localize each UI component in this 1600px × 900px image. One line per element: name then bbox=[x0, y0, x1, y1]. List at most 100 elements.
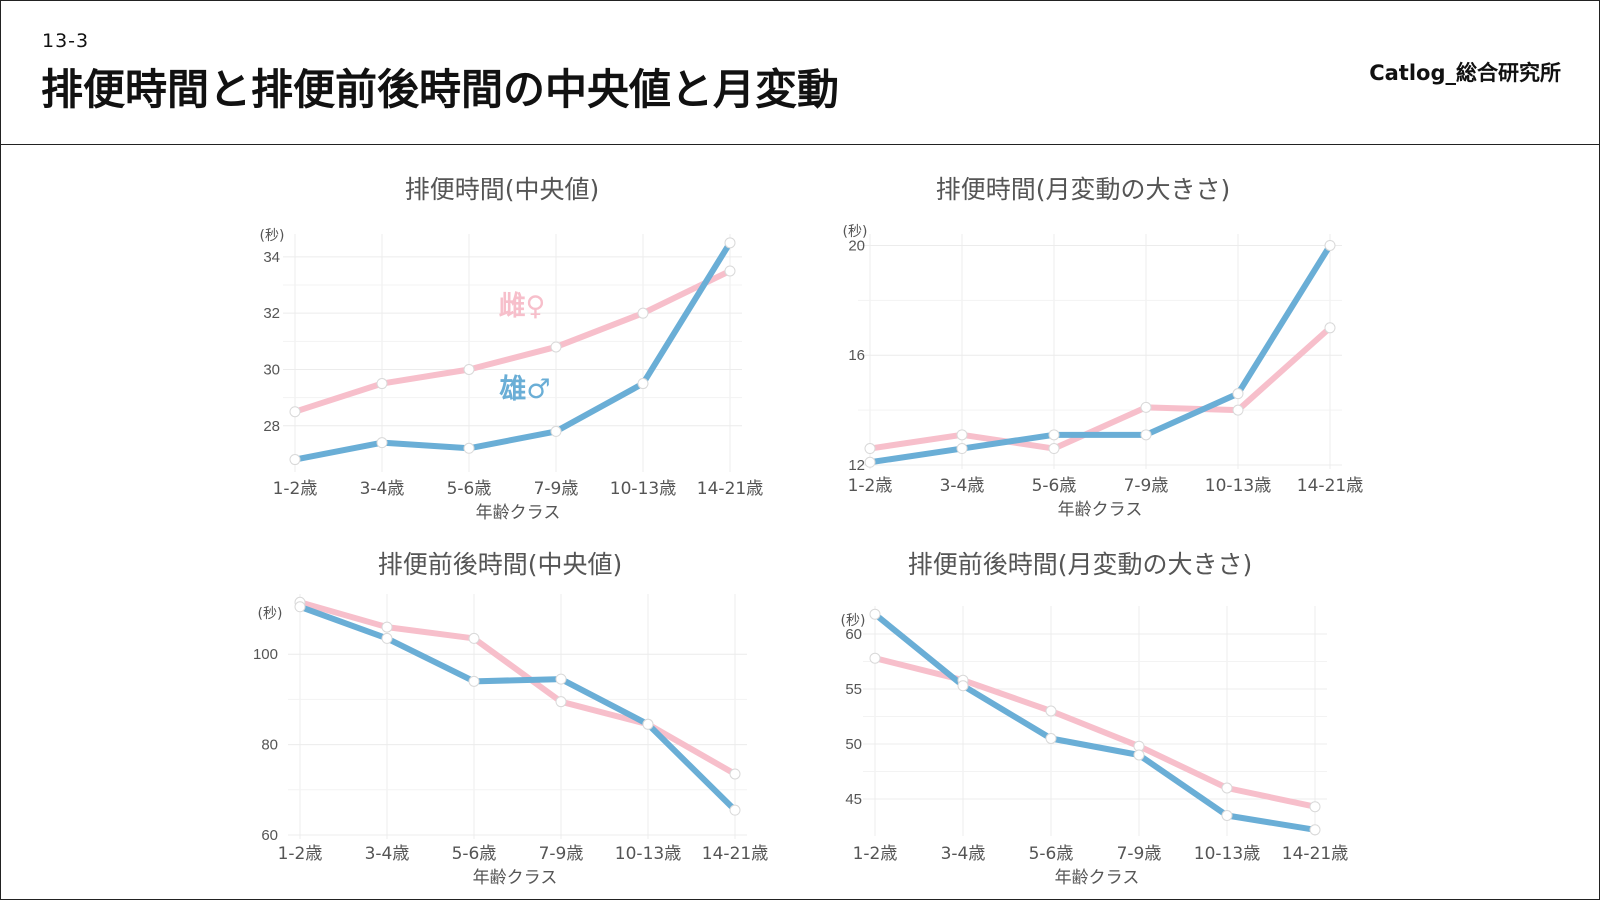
data-point-female bbox=[376, 378, 388, 390]
data-point-female bbox=[1324, 322, 1336, 334]
legend-label-female: 雌♀ bbox=[499, 290, 546, 322]
data-point-male bbox=[1045, 733, 1057, 744]
data-point-female bbox=[1045, 705, 1057, 717]
x-tick-label: 3-4歳 bbox=[940, 476, 985, 496]
data-point-female bbox=[468, 632, 480, 644]
x-axis-label: 年齢クラス bbox=[473, 868, 558, 888]
data-point-male bbox=[294, 601, 306, 613]
data-point-male bbox=[956, 443, 968, 455]
header-divider bbox=[1, 144, 1600, 145]
x-tick-label: 7-9歳 bbox=[539, 844, 584, 864]
y-tick-label: 32 bbox=[263, 305, 280, 322]
data-point-female bbox=[463, 363, 475, 375]
data-point-female bbox=[550, 341, 562, 353]
y-tick-label: 100 bbox=[253, 646, 278, 663]
x-tick-label: 14-21歳 bbox=[697, 479, 763, 499]
y-axis-label: (秒) bbox=[841, 613, 866, 629]
x-tick-label: 1-2歳 bbox=[853, 844, 898, 864]
y-tick-label: 12 bbox=[848, 457, 865, 474]
data-point-male bbox=[864, 456, 876, 468]
data-point-female bbox=[637, 307, 649, 319]
data-point-female bbox=[729, 768, 741, 780]
data-point-male bbox=[637, 378, 649, 390]
data-point-male bbox=[869, 608, 881, 620]
data-point-female bbox=[1140, 401, 1152, 413]
series-line-female bbox=[292, 267, 733, 415]
data-point-male bbox=[555, 673, 567, 685]
data-point-male bbox=[1133, 749, 1145, 761]
data-point-female bbox=[555, 696, 567, 708]
chart-title: 排便時間(月変動の大きさ) bbox=[936, 175, 1231, 204]
data-point-male bbox=[1324, 239, 1336, 251]
x-axis-label: 年齢クラス bbox=[476, 503, 561, 523]
data-point-male bbox=[381, 632, 393, 644]
chart-title: 排便時間(中央値) bbox=[405, 175, 600, 204]
x-tick-label: 5-6歳 bbox=[447, 479, 492, 499]
x-tick-label: 7-9歳 bbox=[1117, 844, 1162, 864]
x-tick-label: 10-13歳 bbox=[615, 844, 681, 864]
data-point-male bbox=[724, 237, 736, 249]
x-tick-label: 3-4歳 bbox=[941, 844, 986, 864]
x-tick-label: 3-4歳 bbox=[365, 844, 410, 864]
data-point-male bbox=[376, 437, 388, 449]
y-axis-label: (秒) bbox=[260, 228, 285, 244]
data-point-male bbox=[550, 425, 562, 437]
data-point-female bbox=[1232, 404, 1244, 416]
data-point-male bbox=[1232, 388, 1244, 400]
data-point-female bbox=[1309, 801, 1321, 813]
x-tick-label: 14-21歳 bbox=[702, 844, 768, 864]
chart-title: 排便前後時間(中央値) bbox=[378, 550, 623, 579]
x-tick-label: 10-13歳 bbox=[1194, 844, 1260, 864]
chart-panel-3: 排便前後時間(中央値) 60 80 100 (秒) 1-2歳 3-4歳 5-6歳 7-9歳 10-… bbox=[253, 550, 768, 888]
series-line-male bbox=[297, 603, 738, 814]
data-point-female bbox=[724, 265, 736, 277]
x-tick-label: 1-2歳 bbox=[278, 844, 323, 864]
data-point-female bbox=[864, 443, 876, 455]
data-point-female bbox=[869, 652, 881, 664]
series-line-female bbox=[867, 324, 1333, 452]
data-point-male bbox=[289, 454, 301, 466]
y-tick-label: 30 bbox=[263, 361, 280, 378]
y-tick-label: 50 bbox=[845, 736, 862, 753]
data-point-male bbox=[729, 804, 741, 816]
slide-title: 排便時間と排便前後時間の中央値と月変動 bbox=[41, 65, 840, 114]
y-tick-label: 45 bbox=[845, 791, 862, 808]
slide-number: 13-3 bbox=[42, 30, 90, 52]
data-point-female bbox=[956, 429, 968, 441]
x-tick-label: 1-2歳 bbox=[848, 476, 893, 496]
y-tick-label: 55 bbox=[845, 681, 862, 698]
chart-panel-2: 排便時間(月変動の大きさ) 12 16 20(秒) 1-2歳 3-4歳 5-6歳 7-9歳 10… bbox=[843, 175, 1364, 520]
series-line-male bbox=[292, 239, 733, 463]
data-point-female bbox=[289, 406, 301, 418]
y-axis-label: (秒) bbox=[843, 224, 868, 240]
data-point-female bbox=[1221, 782, 1233, 794]
series-line-female bbox=[872, 655, 1318, 810]
x-tick-label: 5-6歳 bbox=[452, 844, 497, 864]
series-line-male bbox=[872, 611, 1318, 833]
data-point-male bbox=[957, 680, 969, 692]
data-point-male bbox=[1309, 824, 1321, 836]
y-tick-label: 16 bbox=[848, 347, 865, 364]
y-tick-label: 28 bbox=[263, 418, 280, 435]
x-tick-label: 10-13歳 bbox=[1205, 476, 1271, 496]
data-point-male bbox=[468, 675, 480, 687]
series-line-female bbox=[297, 599, 738, 777]
x-tick-label: 14-21歳 bbox=[1297, 476, 1363, 496]
y-axis-label: (秒) bbox=[258, 606, 283, 622]
x-axis-label: 年齢クラス bbox=[1058, 500, 1143, 520]
data-point-male bbox=[1140, 429, 1152, 441]
chart-panel-1: 排便時間(中央値) 28 30 32 34 (秒) 1-2歳 3-4歳 5-6歳 7-9歳 10-1… bbox=[260, 175, 764, 523]
y-tick-label: 60 bbox=[845, 626, 862, 643]
y-tick-label: 60 bbox=[261, 827, 278, 844]
y-tick-label: 34 bbox=[263, 249, 280, 266]
chart-title: 排便前後時間(月変動の大きさ) bbox=[908, 550, 1253, 579]
y-tick-label: 80 bbox=[261, 737, 278, 754]
x-tick-label: 7-9歳 bbox=[534, 479, 579, 499]
series-line-male bbox=[867, 242, 1333, 466]
x-tick-label: 7-9歳 bbox=[1124, 476, 1169, 496]
data-point-female bbox=[1048, 443, 1060, 455]
x-tick-label: 10-13歳 bbox=[610, 479, 676, 499]
data-point-male bbox=[1048, 429, 1060, 441]
